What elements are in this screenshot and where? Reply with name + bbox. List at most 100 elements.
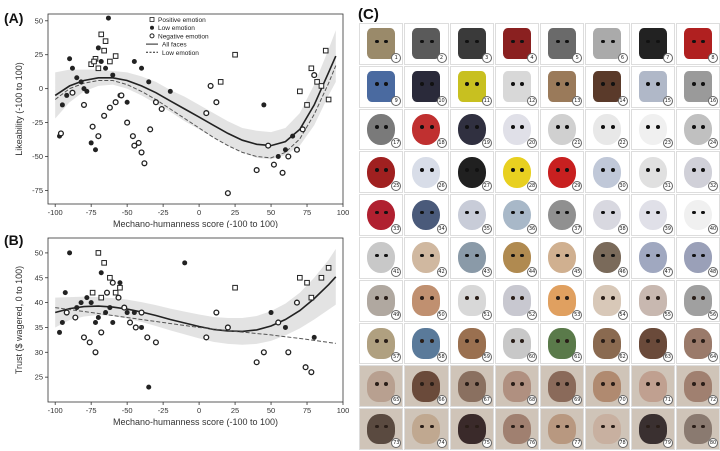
point-low [88,140,94,146]
point-negative [213,99,220,106]
face-shape [638,28,667,60]
face-eye [420,125,425,129]
face-shape [548,328,577,359]
face-eye [691,424,696,429]
robot-face-thumbnail: 18 [404,108,449,151]
face-shape [502,413,531,445]
face-shape [638,328,667,359]
point-negative [253,167,260,174]
face-eye [465,39,470,44]
face-number: 37 [572,223,583,234]
face-shape [457,156,486,188]
face-eye [510,82,515,87]
face-shape [638,285,667,317]
robot-face-thumbnail: 37 [540,194,585,236]
robot-face-thumbnail: 68 [494,365,539,408]
face-shape [638,156,667,188]
face-shape [502,242,531,274]
point-low [98,59,104,64]
robot-face-thumbnail: 56 [675,279,720,322]
face-eye [646,210,651,215]
robot-face-thumbnail: 33 [359,194,404,236]
face-number: 78 [617,437,628,448]
robot-face-thumbnail: 59 [449,322,494,365]
point-low [131,59,137,64]
point-low [95,315,101,321]
point-negative [224,324,231,331]
robot-face-thumbnail: 29 [540,151,585,194]
face-shape [412,71,441,103]
x-tick-label: -50 [122,208,133,217]
face-eye [520,381,525,386]
face-eye [601,39,606,44]
robot-face-thumbnail: 23 [630,108,675,151]
face-eye [691,253,696,258]
face-shape [548,199,577,231]
point-low [62,290,68,296]
face-number: 2 [436,52,447,63]
face-number: 32 [708,181,718,192]
robot-face-thumbnail: 47 [630,237,675,279]
point-negative [63,309,70,316]
x-tick-label: 50 [267,406,275,415]
face-shape [683,328,712,359]
point-low [103,65,109,71]
face-eye [701,125,706,129]
face-shape [548,242,577,274]
face-eye [510,210,515,215]
face-eye [701,82,706,87]
x-tick-label: -25 [158,208,169,217]
face-eye [520,424,525,429]
face-number: 35 [481,223,492,234]
face-eye [601,381,606,386]
point-low [81,86,87,92]
face-eye [384,381,389,386]
face-number: 49 [391,309,402,320]
confidence-band [55,248,336,345]
point-positive [107,274,113,281]
face-eye [565,296,570,301]
face-number: 19 [481,138,492,149]
x-tick-label: -75 [86,406,97,415]
face-eye [429,39,434,44]
robot-face-thumbnail: 14 [585,65,630,108]
robot-face-thumbnail: 35 [449,194,494,236]
point-low [167,88,173,94]
robot-face-thumbnail: 19 [449,108,494,151]
robot-face-thumbnail: 42 [404,237,449,279]
robot-face-thumbnail: 61 [540,322,585,365]
robot-face-thumbnail: 58 [404,322,449,365]
x-tick-label: -50 [122,406,133,415]
robot-face-thumbnail: 27 [449,151,494,194]
face-eye [510,167,515,172]
face-shape [457,370,486,402]
face-eye [646,125,651,129]
point-negative [80,101,88,108]
face-eye [474,210,479,215]
point-negative [152,339,159,346]
point-negative [80,334,88,341]
face-eye [646,381,651,386]
face-eye [474,82,479,87]
face-eye [701,253,706,258]
robot-face-thumbnail: 48 [675,237,720,279]
face-eye [474,39,479,44]
face-eye [465,424,470,429]
face-eye [520,125,525,129]
face-eye [565,39,570,44]
point-low [67,250,73,256]
face-eye [601,296,606,301]
face-eye [555,167,560,172]
y-tick-label: -50 [32,152,43,161]
point-negative [95,133,102,140]
face-eye [384,125,389,129]
face-eye [701,167,706,172]
legend-item: All faces [146,42,187,49]
point-low [64,92,70,98]
point-low [139,324,145,330]
point-negative [279,169,286,176]
x-tick-label: 100 [337,406,350,415]
face-number: 53 [572,309,583,320]
point-negative [131,142,138,149]
point-positive [217,79,224,85]
